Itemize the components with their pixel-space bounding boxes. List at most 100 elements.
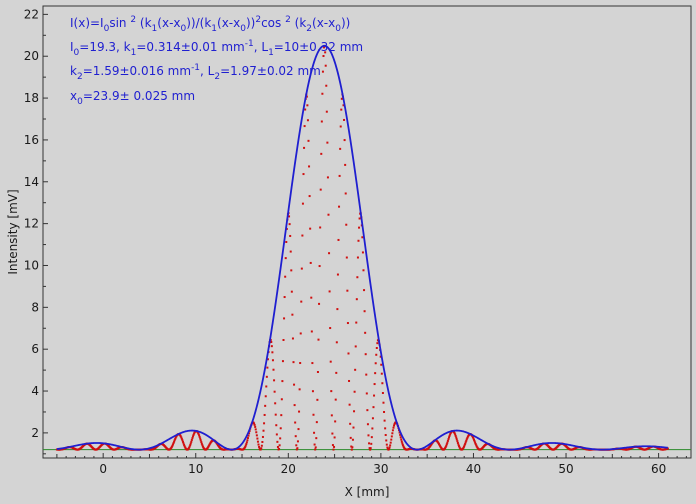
measured-point: [324, 51, 327, 54]
measured-point: [316, 398, 319, 401]
measured-point: [273, 379, 276, 382]
measured-point: [301, 202, 304, 205]
measured-point: [331, 432, 334, 435]
measured-point: [325, 110, 328, 113]
measured-point: [190, 440, 193, 443]
measured-point: [368, 447, 371, 450]
measured-point: [344, 163, 347, 166]
measured-point: [333, 436, 336, 439]
measured-point: [192, 433, 195, 436]
measured-point: [348, 403, 351, 406]
fit-envelope-line: [56, 44, 668, 451]
measured-point: [323, 46, 326, 49]
measured-point: [399, 436, 402, 439]
measured-point: [201, 444, 204, 447]
measured-point: [401, 444, 404, 447]
measured-point: [343, 118, 346, 121]
measured-point: [260, 447, 263, 450]
measured-point: [170, 445, 173, 448]
measured-point: [270, 341, 273, 344]
measured-point: [284, 275, 287, 278]
measured-point: [200, 441, 203, 444]
measured-point: [188, 446, 191, 449]
measured-point: [356, 276, 359, 279]
y-tick-label: 8: [31, 300, 39, 314]
measured-point: [279, 437, 282, 440]
measured-point: [189, 442, 192, 445]
measured-point: [208, 444, 211, 447]
measured-point: [319, 226, 322, 229]
measured-point: [291, 313, 294, 316]
measured-point: [253, 422, 256, 425]
measured-point: [366, 423, 369, 426]
measured-point: [308, 195, 311, 198]
measured-point: [343, 139, 346, 142]
measured-point: [313, 431, 316, 434]
measured-point: [263, 413, 266, 416]
measured-point: [666, 447, 669, 450]
measured-point: [465, 438, 468, 441]
measured-point: [193, 432, 196, 435]
measured-point: [474, 443, 477, 446]
measured-point: [356, 256, 359, 259]
measured-point: [171, 444, 174, 447]
measured-point: [326, 176, 329, 179]
x-tick-label: 0: [99, 462, 107, 476]
measured-point: [264, 404, 267, 407]
measured-point: [315, 421, 318, 424]
measured-point: [456, 440, 459, 443]
y-tick-label: 16: [24, 133, 39, 147]
measured-point: [400, 438, 403, 441]
measured-point: [371, 417, 374, 420]
measured-point: [445, 444, 448, 447]
measured-point: [361, 251, 364, 254]
measured-point: [383, 419, 386, 422]
measured-point: [350, 445, 353, 448]
measured-point: [327, 213, 330, 216]
measured-point: [380, 363, 383, 366]
measured-point: [313, 443, 316, 446]
measured-point: [280, 398, 283, 401]
measured-point: [305, 95, 308, 98]
measured-point: [265, 375, 268, 378]
measured-point: [329, 327, 332, 330]
measured-point: [274, 413, 277, 416]
x-axis-label: X [mm]: [345, 485, 390, 499]
measured-point: [284, 257, 287, 260]
measured-point: [317, 338, 320, 341]
measured-point: [340, 108, 343, 111]
measured-point: [329, 360, 332, 363]
measured-point: [374, 362, 377, 365]
measured-point: [351, 438, 354, 441]
x-tick-label: 60: [651, 462, 666, 476]
y-tick-label: 2: [31, 426, 39, 440]
y-tick-label: 12: [24, 217, 39, 231]
measured-point: [349, 422, 352, 425]
measured-point: [297, 428, 300, 431]
measured-point: [197, 432, 200, 435]
measured-point: [183, 445, 186, 448]
measured-point: [330, 390, 333, 393]
measured-point: [283, 296, 286, 299]
measured-point: [298, 388, 301, 391]
y-axis-label: Intensity [mV]: [6, 189, 20, 274]
measured-point: [473, 440, 476, 443]
measured-point: [196, 431, 199, 434]
measured-point: [379, 355, 382, 358]
measured-point: [463, 444, 466, 447]
measured-point: [444, 447, 447, 450]
measured-point: [191, 435, 194, 438]
measured-point: [255, 434, 258, 437]
measured-point: [438, 443, 441, 446]
measured-point: [324, 64, 327, 67]
measured-point: [182, 442, 185, 445]
x-tick-label: 50: [558, 462, 573, 476]
measured-point: [354, 345, 357, 348]
measured-point: [314, 446, 317, 449]
measured-point: [382, 401, 385, 404]
measured-point: [392, 426, 395, 429]
measured-point: [386, 446, 389, 449]
measured-point: [370, 442, 373, 445]
measured-point: [174, 436, 177, 439]
annotation-params-3: x0=23.9± 0.025 mm: [70, 89, 195, 107]
